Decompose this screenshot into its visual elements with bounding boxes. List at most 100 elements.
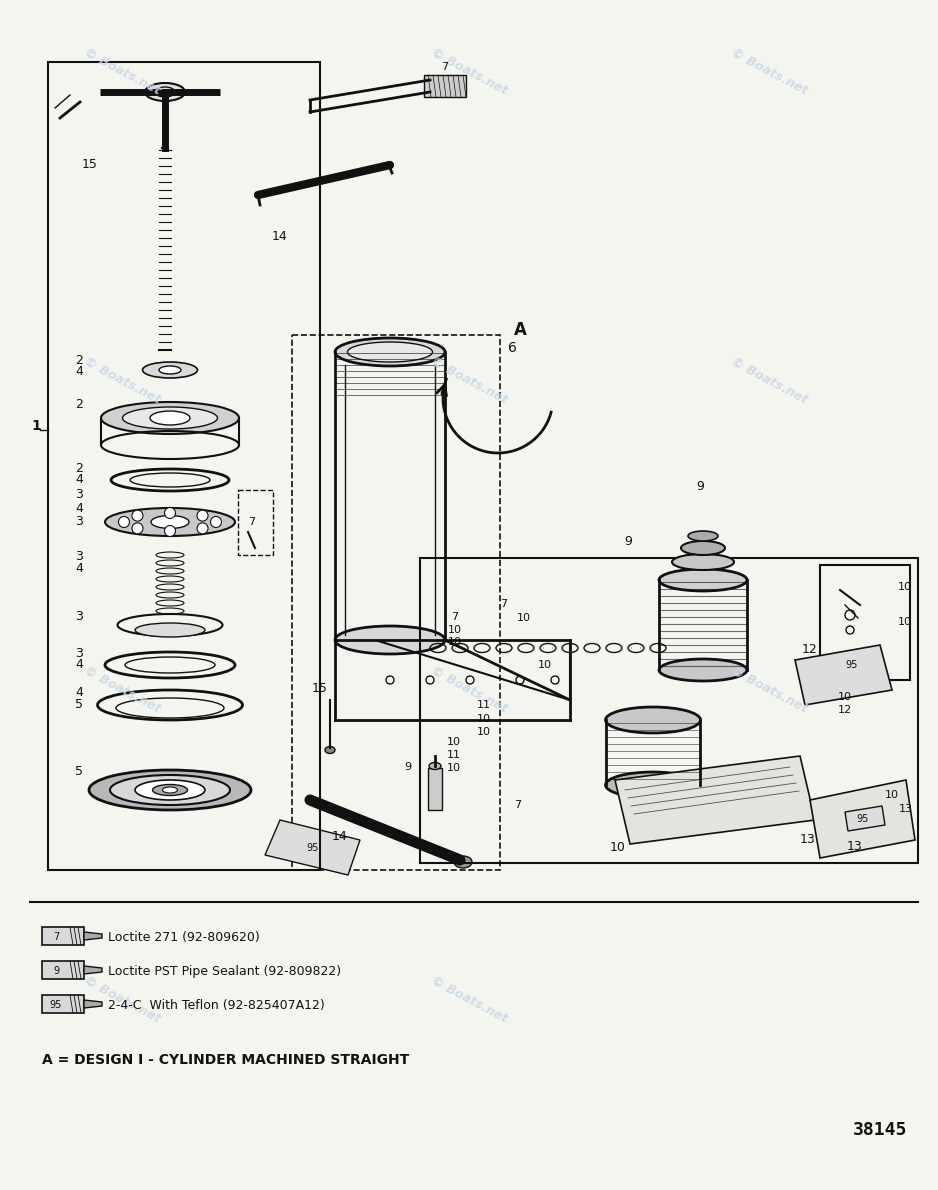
Text: 7: 7 [501, 599, 507, 609]
Ellipse shape [150, 411, 190, 425]
Ellipse shape [143, 362, 198, 378]
Bar [42, 962, 84, 979]
Ellipse shape [621, 777, 686, 794]
Text: A = DESIGN I - CYLINDER MACHINED STRAIGHT: A = DESIGN I - CYLINDER MACHINED STRAIGH… [42, 1053, 409, 1067]
Text: 4: 4 [75, 562, 83, 575]
Ellipse shape [681, 541, 725, 555]
Text: A: A [514, 321, 526, 339]
Text: © Boats.net: © Boats.net [82, 355, 162, 407]
Text: © Boats.net: © Boats.net [82, 973, 162, 1026]
Polygon shape [795, 645, 892, 704]
Text: 10: 10 [898, 616, 912, 627]
Text: 95: 95 [856, 814, 870, 823]
Ellipse shape [151, 515, 189, 528]
Text: 4: 4 [75, 365, 83, 378]
Bar [238, 490, 273, 555]
Text: 95: 95 [50, 1000, 62, 1010]
Ellipse shape [688, 531, 718, 541]
Circle shape [132, 511, 143, 521]
Text: 10: 10 [447, 763, 461, 774]
Ellipse shape [162, 787, 177, 793]
Text: © Boats.net: © Boats.net [429, 355, 509, 407]
Ellipse shape [159, 367, 181, 374]
Bar [424, 75, 466, 98]
Text: 11: 11 [477, 700, 491, 710]
Ellipse shape [135, 779, 205, 800]
Text: 9: 9 [53, 966, 59, 976]
Circle shape [118, 516, 129, 527]
Polygon shape [615, 756, 815, 844]
Text: 7: 7 [451, 612, 459, 622]
Text: 10: 10 [517, 613, 531, 624]
Text: 15: 15 [82, 158, 98, 171]
Text: 10: 10 [448, 637, 462, 647]
Ellipse shape [429, 763, 441, 770]
Bar [48, 62, 320, 870]
Ellipse shape [153, 784, 188, 795]
Text: 10: 10 [477, 727, 491, 737]
Text: 9: 9 [696, 480, 704, 493]
Circle shape [197, 511, 208, 521]
Text: 38145: 38145 [853, 1121, 907, 1139]
Text: 9: 9 [404, 762, 412, 772]
Ellipse shape [659, 659, 747, 681]
Circle shape [164, 507, 175, 519]
Ellipse shape [606, 772, 701, 798]
Text: 3: 3 [75, 488, 83, 501]
Text: 13: 13 [899, 804, 913, 814]
Ellipse shape [123, 407, 218, 430]
Text: 10: 10 [838, 693, 852, 702]
Circle shape [132, 522, 143, 534]
Text: 4: 4 [75, 472, 83, 486]
Bar [42, 995, 84, 1013]
Ellipse shape [89, 770, 251, 810]
Polygon shape [84, 966, 102, 973]
Text: © Boats.net: © Boats.net [82, 45, 162, 98]
Ellipse shape [325, 746, 335, 753]
Circle shape [164, 526, 175, 537]
Polygon shape [265, 820, 360, 875]
Text: 13: 13 [847, 840, 863, 853]
Text: 3: 3 [75, 647, 83, 660]
Text: 11: 11 [447, 750, 461, 760]
Text: 13: 13 [800, 833, 816, 846]
Text: 12: 12 [838, 704, 852, 715]
Text: 15: 15 [312, 682, 328, 695]
Text: 10: 10 [610, 841, 626, 854]
Text: © Boats.net: © Boats.net [429, 45, 509, 98]
Ellipse shape [335, 338, 445, 367]
Text: 6: 6 [508, 342, 517, 355]
Text: 10: 10 [477, 714, 491, 724]
Polygon shape [84, 1000, 102, 1008]
Ellipse shape [110, 775, 230, 804]
Text: 10: 10 [447, 737, 461, 747]
Text: 3: 3 [75, 610, 83, 624]
Text: Loctite PST Pipe Sealant (92-809822): Loctite PST Pipe Sealant (92-809822) [108, 965, 341, 977]
Bar [820, 565, 910, 679]
Text: 9: 9 [624, 536, 632, 549]
Polygon shape [828, 649, 876, 682]
Ellipse shape [145, 83, 185, 101]
Text: 10: 10 [448, 625, 462, 635]
Ellipse shape [606, 707, 701, 733]
Ellipse shape [130, 472, 210, 487]
Text: 7: 7 [53, 932, 59, 942]
Text: 4: 4 [75, 685, 83, 699]
Circle shape [210, 516, 221, 527]
Bar [420, 558, 918, 863]
Ellipse shape [672, 555, 734, 570]
Ellipse shape [454, 856, 472, 868]
Ellipse shape [335, 626, 445, 655]
Text: 3: 3 [75, 515, 83, 528]
Text: © Boats.net: © Boats.net [429, 973, 509, 1026]
Text: Loctite 271 (92-809620): Loctite 271 (92-809620) [108, 931, 260, 944]
Text: 95: 95 [846, 660, 858, 670]
Text: 2-4-C  With Teflon (92-825407A12): 2-4-C With Teflon (92-825407A12) [108, 998, 325, 1012]
Polygon shape [845, 806, 885, 831]
Circle shape [197, 522, 208, 534]
Bar [42, 927, 84, 945]
Text: 5: 5 [75, 765, 83, 778]
Text: 2: 2 [75, 397, 83, 411]
Bar [428, 768, 442, 810]
Text: 95: 95 [307, 843, 319, 853]
